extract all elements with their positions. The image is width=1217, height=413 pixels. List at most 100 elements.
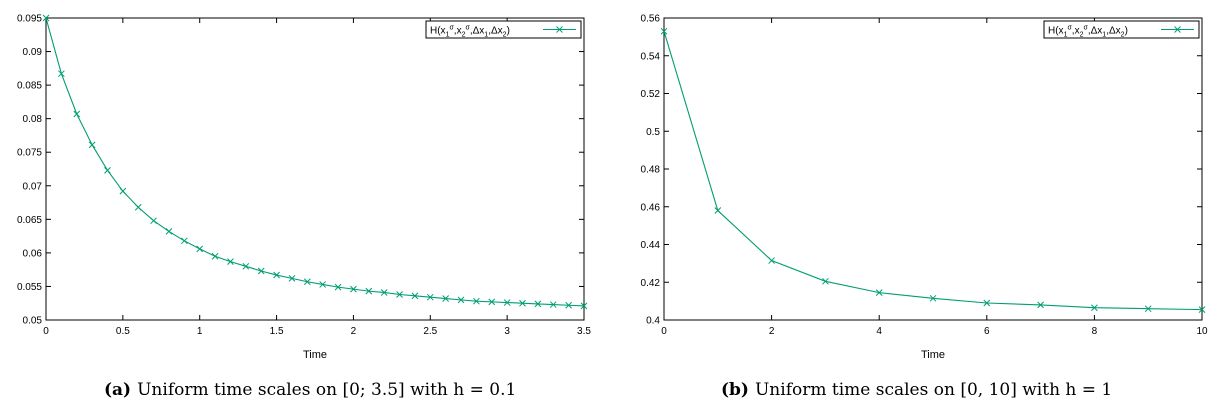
- data-point: [303, 278, 311, 286]
- data-point: [150, 217, 157, 225]
- data-point-stroke: [350, 285, 357, 293]
- data-point-stroke: [875, 289, 883, 296]
- legend-marker-sample: [1174, 26, 1181, 33]
- x-tick-label: 4: [876, 326, 882, 337]
- data-point: [1037, 301, 1044, 309]
- legend-label-part: 2: [1121, 32, 1125, 39]
- y-tick-label: 0.46: [641, 202, 661, 213]
- data-point-stroke: [519, 299, 526, 307]
- legend-label-part: 1: [1102, 32, 1106, 39]
- x-tick-label: 3: [504, 326, 510, 337]
- data-point: [165, 228, 173, 235]
- x-tick-label: 8: [1092, 326, 1098, 337]
- y-tick-label: 0.06: [23, 248, 43, 259]
- data-point-stroke: [104, 166, 111, 174]
- y-tick-label: 0.05: [23, 316, 43, 327]
- data-point-stroke: [983, 299, 991, 307]
- data-point: [211, 252, 219, 260]
- data-point: [503, 299, 511, 306]
- y-tick-label: 0.5: [646, 127, 660, 138]
- data-point-stroke: [549, 301, 557, 308]
- legend-label-part: 1: [1064, 32, 1068, 39]
- caption-a-tag: (a): [104, 380, 132, 400]
- legend-label-part: ,Δx: [488, 26, 502, 37]
- x-tick-label: 0: [661, 326, 667, 337]
- y-tick-label: 0.055: [17, 282, 42, 293]
- data-point: [488, 298, 496, 306]
- caption-a-text: Uniform time scales on [0; 3.5] with h =…: [137, 380, 517, 400]
- data-point-stroke: [822, 277, 829, 285]
- data-point: [714, 207, 722, 214]
- data-point-stroke: [380, 289, 388, 296]
- caption-a: (a) Uniform time scales on [0; 3.5] with …: [104, 380, 516, 400]
- legend: H(x1σ,x2σ,Δx1,Δx2): [425, 20, 582, 39]
- data-point: [580, 302, 588, 310]
- x-tick-label: 1: [197, 326, 203, 337]
- data-point-stroke: [42, 14, 50, 22]
- x-tick-label: 2: [351, 326, 357, 337]
- data-point: [519, 299, 526, 307]
- legend-label-part: σ: [1067, 25, 1072, 32]
- data-point-stroke: [257, 267, 265, 275]
- legend-box: [425, 20, 582, 39]
- data-point-stroke: [1198, 306, 1206, 313]
- caption-b: (b) Uniform time scales on [0, 10] with h…: [721, 380, 1112, 400]
- data-point: [73, 110, 81, 118]
- data-point-stroke: [457, 296, 465, 304]
- data-point-stroke: [150, 217, 157, 225]
- y-tick-label: 0.4: [646, 316, 660, 327]
- data-point-stroke: [929, 294, 937, 302]
- legend-label-part: H(x: [1048, 26, 1064, 37]
- x-axis-title: Time: [303, 349, 327, 361]
- data-point-stroke: [58, 70, 65, 78]
- data-point: [875, 289, 883, 296]
- legend-label-part: ,Δx: [470, 26, 484, 37]
- y-tick-label: 0.085: [17, 81, 42, 92]
- data-point-stroke: [1144, 305, 1152, 313]
- data-point: [180, 237, 188, 245]
- data-point-stroke: [227, 258, 234, 265]
- data-point-stroke: [303, 278, 311, 286]
- legend-label-part: σ: [465, 25, 470, 32]
- series-line: [45, 17, 585, 307]
- data-point-stroke: [319, 281, 327, 288]
- plot-frame: [663, 17, 1203, 321]
- data-point-stroke: [714, 207, 722, 214]
- data-point-stroke: [503, 299, 511, 306]
- caption-b-tag: (b): [721, 380, 749, 400]
- data-point-stroke: [211, 252, 219, 260]
- legend-label-part: ,Δx: [1106, 26, 1120, 37]
- data-point: [334, 283, 342, 291]
- data-point: [396, 291, 403, 298]
- data-point: [104, 166, 111, 174]
- data-point: [42, 14, 50, 22]
- data-point: [242, 262, 250, 270]
- data-point-stroke: [1037, 301, 1044, 309]
- data-point: [929, 294, 937, 302]
- data-point: [227, 258, 234, 265]
- data-point-stroke: [442, 295, 450, 302]
- data-point: [1198, 306, 1206, 313]
- data-point-stroke: [660, 27, 668, 35]
- x-tick-label: 0.5: [116, 326, 130, 337]
- data-point: [1144, 305, 1152, 313]
- data-point-stroke: [88, 141, 96, 149]
- legend-label-part: ,x: [454, 26, 462, 37]
- y-tick-label: 0.42: [641, 278, 661, 289]
- y-tick-label: 0.08: [23, 114, 43, 125]
- legend-label-part: ): [507, 26, 510, 37]
- data-point: [660, 27, 668, 35]
- legend-label: H(x1σ,x2σ,Δx1,Δx2): [1048, 25, 1128, 39]
- data-point: [549, 301, 557, 308]
- data-point-stroke: [334, 283, 342, 291]
- data-point: [288, 275, 296, 282]
- data-point: [457, 296, 465, 304]
- data-point: [119, 187, 127, 195]
- data-point-stroke: [119, 187, 127, 195]
- data-point: [257, 267, 265, 275]
- legend-label-part: 2: [1080, 32, 1084, 39]
- x-tick-label: 0: [43, 326, 49, 337]
- data-point-stroke: [768, 257, 775, 264]
- y-tick-label: 0.48: [641, 165, 661, 176]
- y-tick-label: 0.44: [641, 240, 661, 251]
